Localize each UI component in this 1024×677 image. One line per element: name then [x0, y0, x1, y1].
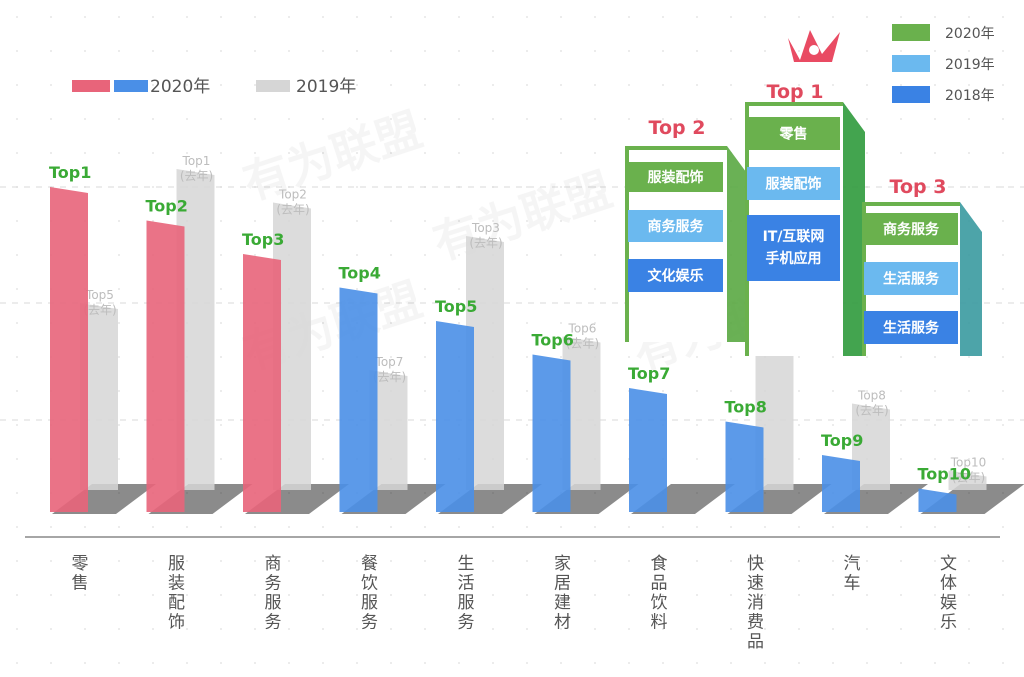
- podium-top1-item: IT/互联网手机应用: [763, 229, 825, 267]
- bar-2019: [176, 169, 215, 490]
- bar-2019: [80, 303, 118, 490]
- bar-2020: [629, 388, 667, 512]
- legend-right-label: 2020年: [945, 26, 995, 42]
- legend-swatch-2019: [256, 80, 290, 92]
- podium-top3-box: [864, 262, 958, 295]
- podium-top3-box: [864, 311, 958, 344]
- bar-2020-rank-label: Top1: [49, 163, 91, 182]
- bar-2020-rank-label: Top5: [435, 297, 477, 316]
- bar-2020: [918, 488, 957, 512]
- category-label: 快速消费品: [747, 554, 764, 652]
- podium-top2-box: [628, 259, 723, 292]
- podium-top1-box: [747, 167, 840, 200]
- category-label: 食品饮料: [651, 554, 668, 633]
- legend-right-swatch: [892, 24, 930, 41]
- legend-right-swatch: [892, 86, 930, 103]
- bar-2020: [146, 220, 185, 512]
- category-label: 商务服务: [265, 554, 282, 633]
- bar-2020-rank-label: Top8: [725, 398, 767, 417]
- bar-2019-label: Top8 (去年): [855, 389, 888, 418]
- bar-2019-label: Top7 (去年): [373, 355, 406, 384]
- podium-top2-box: [628, 162, 723, 192]
- podium-top3-item: 生活服务: [883, 271, 940, 288]
- podium-top1-item: 服装配饰: [766, 176, 822, 193]
- legend-label-2019: 2019年: [296, 77, 356, 97]
- bar-2020-rank-label: Top7: [628, 364, 670, 383]
- legend-right-label: 2018年: [945, 88, 995, 104]
- podium-column-top: [745, 102, 843, 106]
- bar-2020: [243, 254, 281, 512]
- bar-2020: [532, 354, 571, 512]
- podium-top2-item: 文化娱乐: [648, 268, 704, 285]
- category-label: 文体娱乐: [940, 554, 957, 633]
- bar-2019: [852, 403, 890, 490]
- podium-side: [727, 146, 749, 342]
- bar-2020-rank-label: Top9: [821, 431, 863, 450]
- category-label: 汽车: [844, 554, 861, 594]
- bar-2020-rank-label: Top10: [918, 465, 972, 484]
- bar-2020: [822, 455, 860, 512]
- category-label: 餐饮服务: [361, 554, 378, 633]
- category-label: 家居建材: [554, 554, 571, 633]
- bar-2019-label: Top2 (去年): [276, 188, 309, 217]
- podium-top1-box: [747, 215, 840, 281]
- bar-2019: [562, 336, 601, 490]
- bar-2020-rank-label: Top4: [339, 264, 381, 283]
- category-label: 零售: [72, 554, 89, 594]
- legend-label-2020: 2020年: [150, 77, 210, 97]
- bar-2020-rank-label: Top2: [146, 197, 188, 216]
- crown-gem: [809, 45, 819, 55]
- podium-top1-box: [747, 117, 840, 150]
- podium-title: Top 1: [767, 81, 824, 103]
- legend-swatch-2020-red: [72, 80, 110, 92]
- bar-2020: [725, 421, 764, 512]
- podium-top1-item: 零售: [779, 126, 808, 143]
- bar-2019: [273, 202, 311, 490]
- podium-column-top: [625, 146, 727, 150]
- podium-side: [960, 202, 982, 356]
- bar-2019-label: Top5 (去年): [83, 288, 116, 317]
- podium-title: Top 3: [890, 176, 947, 198]
- legend-right-label: 2019年: [945, 57, 995, 73]
- podium-top3-box: [864, 213, 958, 245]
- podium-top2-item: 服装配饰: [648, 169, 704, 186]
- bar-2019-label: Top1 (去年): [180, 154, 213, 183]
- podium-top2-box: [628, 210, 723, 242]
- watermark-text: 有为联盟: [427, 162, 619, 270]
- bar-2019-label: Top6 (去年): [566, 322, 599, 351]
- legend-swatch-2020-blue: [114, 80, 148, 92]
- podium-top3-item: 生活服务: [883, 320, 940, 337]
- podium-top3-item: 商务服务: [883, 221, 940, 238]
- bar-2019: [948, 470, 987, 490]
- podium-title: Top 2: [649, 117, 706, 139]
- podium-top2-item: 商务服务: [648, 218, 705, 235]
- bar-2019: [466, 236, 504, 490]
- bar-2019-label: Top3 (去年): [469, 221, 502, 250]
- bar-2020-rank-label: Top6: [532, 331, 574, 350]
- category-label: 生活服务: [458, 554, 475, 633]
- category-label: 服装配饰: [168, 554, 185, 633]
- bar-2019: [369, 370, 408, 490]
- bar-2020: [339, 287, 378, 512]
- watermark-text: 有为联盟: [237, 102, 429, 210]
- bar-2019-label: Top10 (去年): [950, 456, 987, 485]
- bar-2020: [436, 321, 474, 512]
- podium-side: [843, 102, 865, 356]
- legend-right-swatch: [892, 55, 930, 72]
- podium-column-top: [862, 202, 960, 206]
- bar-2020-rank-label: Top3: [242, 230, 284, 249]
- bar-2020: [50, 187, 88, 512]
- podium-column-edge: [625, 146, 629, 342]
